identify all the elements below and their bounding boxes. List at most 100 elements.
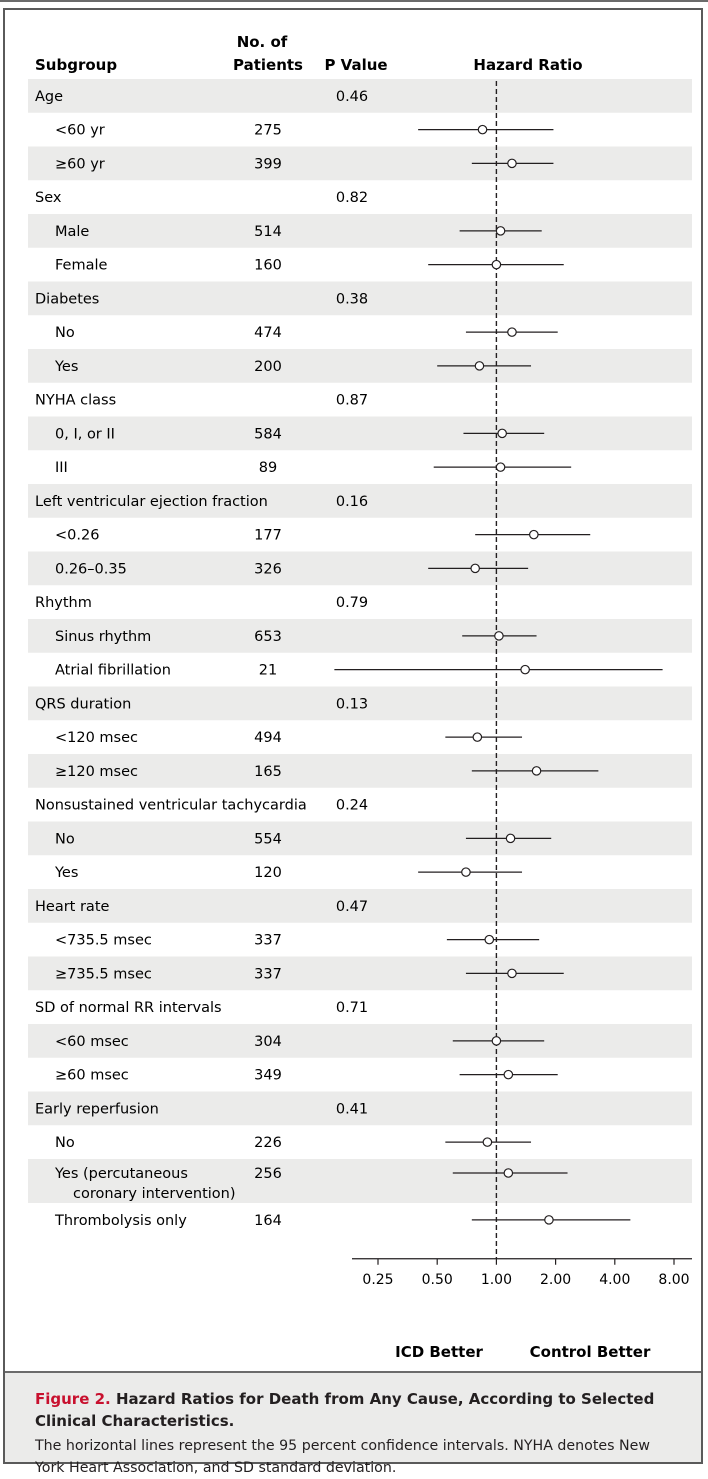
top-rule: [0, 0, 708, 2]
subgroup-label: Early reperfusion: [35, 1101, 159, 1117]
figure-title-text: Hazard Ratios for Death from Any Cause, …: [35, 1390, 655, 1430]
caption-separator: [5, 1371, 701, 1373]
hazard-point: [461, 867, 471, 877]
category-label: <60 msec: [55, 1034, 129, 1050]
row-band: [28, 146, 692, 181]
row-band: [28, 79, 692, 113]
subgroup-label: SD of normal RR intervals: [35, 1000, 222, 1016]
category-label: 0, I, or II: [55, 426, 115, 442]
hazard-point: [470, 563, 480, 574]
header-patients-line1: No. of: [237, 33, 288, 51]
category-label: No: [55, 325, 75, 341]
hazard-point: [484, 934, 495, 945]
patients-count: 474: [254, 325, 282, 341]
subgroup-label: Nonsustained ventricular tachycardia: [35, 798, 307, 814]
row-band: [28, 1159, 692, 1203]
row-band: [28, 416, 692, 451]
category-label: Sinus rhythm: [55, 629, 151, 645]
category-label: <735.5 msec: [55, 933, 152, 949]
row-band: [28, 956, 692, 991]
patients-count: 177: [254, 528, 282, 544]
header-pvalue: P Value: [324, 56, 387, 74]
patients-count: 89: [259, 460, 277, 476]
axis-tick-label: 8.00: [658, 1272, 689, 1288]
hazard-point: [503, 1069, 514, 1080]
header-hazard-ratio: Hazard Ratio: [473, 56, 582, 74]
subgroup-label: Left ventricular ejection fraction: [35, 494, 268, 510]
category-label: Atrial fibrillation: [55, 663, 171, 679]
patients-count: 226: [254, 1135, 282, 1151]
p-value: 0.46: [336, 89, 368, 105]
p-value: 0.38: [336, 291, 368, 307]
header-subgroup: Subgroup: [35, 56, 117, 74]
axis-tick-label: 4.00: [599, 1272, 630, 1288]
forest-plot: 0.25 0.50 1.00 2.00 4.00 8.00 Age 0.46 <60 yr 27…: [28, 33, 692, 1361]
x-axis: 0.25 0.50 1.00 2.00 4.00 8.00: [352, 1258, 692, 1288]
subgroup-label: QRS duration: [35, 696, 131, 712]
hazard-point: [520, 664, 530, 675]
category-label: ≥60 msec: [55, 1068, 129, 1084]
category-label: No: [55, 1135, 75, 1151]
subgroup-label: Sex: [35, 190, 62, 206]
row-band: [28, 551, 692, 586]
hazard-point: [503, 1168, 514, 1178]
row-band: [28, 619, 692, 653]
hazard-point: [482, 1137, 493, 1147]
hazard-point: [491, 1036, 502, 1046]
subgroup-label: NYHA class: [35, 393, 116, 409]
category-label: <60 yr: [55, 123, 105, 139]
hazard-point: [495, 462, 506, 472]
patients-count: 337: [254, 933, 282, 949]
hazard-point: [507, 968, 517, 979]
row-band: [28, 1024, 692, 1058]
patients-count: 399: [254, 156, 282, 172]
column-headers: Subgroup No. of Patients P Value Hazard …: [35, 33, 583, 74]
row-band: [28, 889, 692, 923]
row-bands: [28, 79, 692, 1203]
row-band: [28, 214, 692, 248]
p-value: 0.41: [336, 1101, 368, 1117]
patients-count: 554: [254, 831, 282, 847]
p-value: 0.87: [336, 393, 368, 409]
row-band: [28, 484, 692, 518]
figure-frame: [3, 8, 703, 1464]
favors-left-label: ICD Better: [395, 1343, 483, 1361]
patients-count: 200: [254, 359, 282, 375]
hazard-point: [505, 833, 516, 844]
patients-count: 653: [254, 629, 282, 645]
hazard-point: [491, 259, 502, 270]
row-band: [28, 281, 692, 316]
category-label: No: [55, 831, 75, 847]
category-label: <0.26: [55, 528, 99, 544]
rows: Age 0.46 <60 yr 275 ≥60 yr 399 Sex 0.82 Male 514 F…: [35, 89, 663, 1229]
hazard-point: [507, 327, 517, 337]
category-label: Yes: [54, 865, 78, 881]
patients-count: 326: [254, 561, 282, 577]
hazard-point: [472, 732, 483, 742]
category-label: Male: [55, 224, 89, 240]
category-label: coronary intervention): [73, 1186, 236, 1202]
patients-count: 275: [254, 123, 282, 139]
category-label: ≥120 msec: [55, 764, 138, 780]
caption-background: [5, 1373, 701, 1462]
patients-count: 160: [254, 258, 282, 274]
category-label: Female: [55, 258, 108, 274]
patients-count: 349: [254, 1068, 282, 1084]
axis-tick-label: 2.00: [540, 1272, 571, 1288]
patients-count: 164: [254, 1213, 282, 1229]
hazard-point: [494, 631, 504, 641]
figure-description: The horizontal lines represent the 95 pe…: [35, 1438, 650, 1476]
patients-count: 337: [254, 966, 282, 982]
patients-count: 256: [254, 1166, 282, 1182]
patients-count: 21: [259, 663, 277, 679]
figure-label: Figure 2.: [35, 1390, 111, 1408]
category-label: 0.26–0.35: [55, 561, 127, 577]
row-band: [28, 686, 692, 721]
p-value: 0.71: [336, 1000, 368, 1016]
category-label: <120 msec: [55, 730, 138, 746]
category-label: ≥60 yr: [55, 156, 105, 172]
category-label: Thrombolysis only: [54, 1213, 187, 1229]
header-patients-line2: Patients: [233, 56, 303, 74]
patients-count: 584: [254, 426, 282, 442]
figure-title: Figure 2. Hazard Ratios for Death from A…: [35, 1388, 675, 1432]
